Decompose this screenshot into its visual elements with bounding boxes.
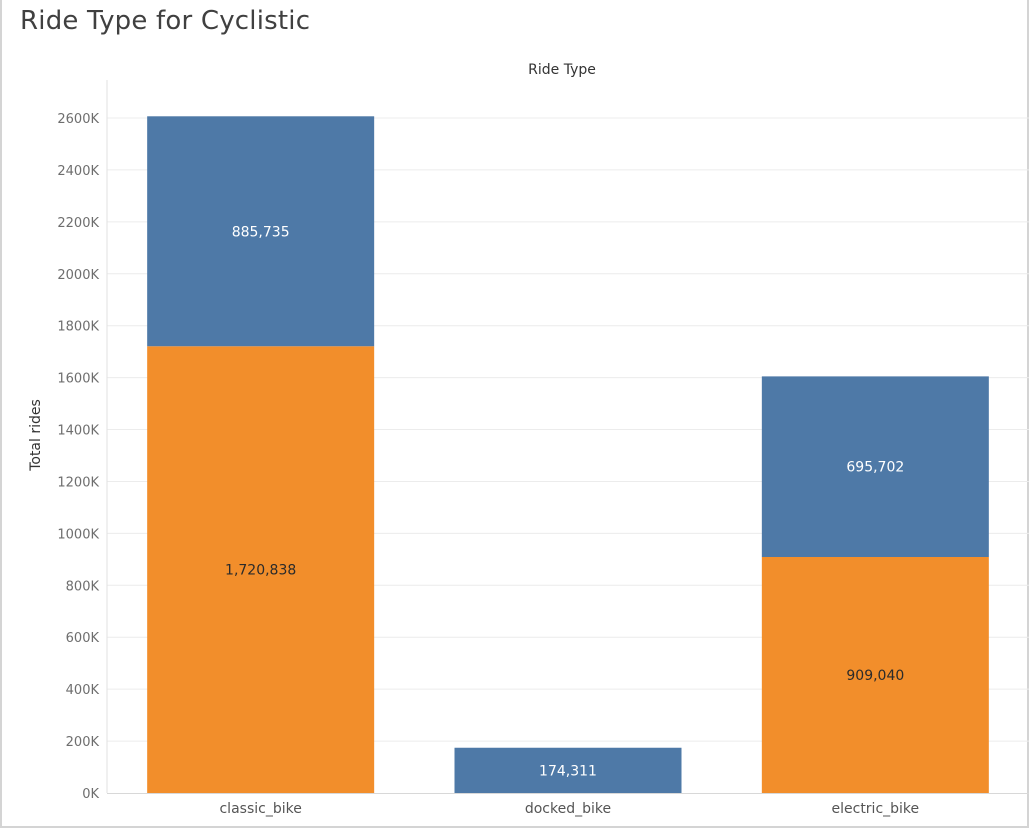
bar-segment	[147, 116, 375, 347]
data-label: 885,735	[232, 224, 290, 240]
x-axis-title: Ride Type	[528, 62, 596, 78]
y-tick-label: 2200K	[57, 216, 99, 231]
y-tick-label: 0K	[82, 787, 99, 802]
y-tick-label: 1800K	[57, 320, 99, 335]
bar-segment	[147, 346, 375, 793]
data-label: 909,040	[846, 668, 904, 684]
y-tick-label: 1000K	[57, 527, 99, 542]
y-axis-ticks: 0K 200K 400K 600K 800K 1000K 1200K 1400K 1600K 18…	[57, 112, 99, 802]
y-tick-label: 2000K	[57, 268, 99, 283]
bars	[147, 116, 989, 793]
y-tick-label: 1400K	[57, 424, 99, 439]
x-category-label: classic_bike	[219, 801, 301, 817]
data-labels: 1,720,838 885,735 174,311 909,040 695,702	[225, 224, 904, 779]
x-category-label: electric_bike	[832, 801, 920, 817]
page-title: Ride Type for Cyclistic	[20, 6, 311, 36]
y-tick-label: 200K	[66, 735, 100, 750]
bar-segment	[761, 376, 989, 557]
y-tick-label: 1600K	[57, 372, 99, 387]
y-tick-label: 800K	[66, 579, 100, 594]
x-category-label: docked_bike	[525, 801, 611, 817]
y-tick-label: 400K	[66, 683, 100, 698]
bar-segment	[761, 556, 989, 793]
y-tick-label: 2400K	[57, 164, 99, 179]
y-axis-title: Total rides	[28, 399, 44, 472]
data-label: 1,720,838	[225, 563, 296, 579]
data-label: 695,702	[846, 460, 904, 476]
y-tick-label: 1200K	[57, 475, 99, 490]
data-label: 174,311	[539, 763, 597, 779]
x-axis-categories: classic_bike docked_bike electric_bike	[219, 801, 919, 817]
y-tick-label: 600K	[66, 631, 100, 646]
bar-segment	[454, 747, 682, 793]
y-tick-label: 2600K	[57, 112, 99, 127]
